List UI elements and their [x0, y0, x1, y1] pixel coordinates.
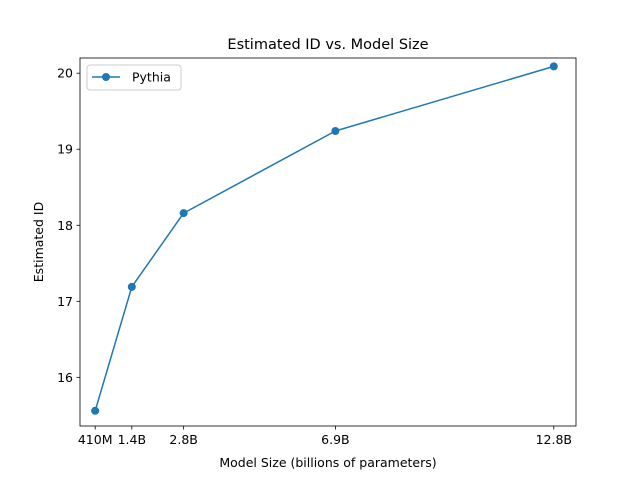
y-tick-label: 19 [57, 142, 73, 157]
series-line-pythia [94, 65, 555, 412]
y-tick-label: 18 [57, 218, 73, 233]
y-axis-label: Estimated ID [31, 202, 46, 282]
y-tick-label: 20 [57, 66, 73, 81]
data-point [179, 209, 188, 218]
x-axis-label: Model Size (billions of parameters) [219, 455, 436, 470]
axes-frame [79, 57, 577, 427]
x-tick-label: 1.4B [118, 432, 146, 447]
x-tick-label: 2.8B [169, 432, 197, 447]
legend-frame [86, 64, 182, 91]
chart-title: Estimated ID vs. Model Size [227, 37, 428, 53]
y-tick-label: 16 [57, 370, 73, 385]
x-tick-label: 12.8B [536, 432, 572, 447]
legend: Pythia [86, 64, 182, 91]
data-point [127, 282, 136, 291]
y-tick-label: 17 [57, 294, 73, 309]
x-tick-label: 6.9B [321, 432, 349, 447]
plot-area: 410M 1.4B 2.8B 6.9B 12.8B 16 17 18 19 20 [57, 57, 577, 447]
legend-marker-swatch [102, 73, 110, 81]
x-tick-label: 410M [78, 432, 113, 447]
data-point [91, 406, 100, 415]
legend-entry-pythia: Pythia [132, 70, 171, 85]
data-point [549, 62, 558, 71]
data-point [331, 126, 340, 135]
